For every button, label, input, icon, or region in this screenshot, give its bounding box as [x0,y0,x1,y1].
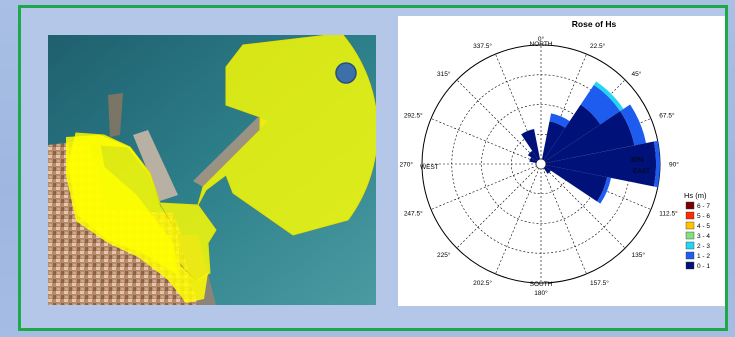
location-marker[interactable] [335,62,357,84]
legend-label: 6 - 7 [697,203,710,210]
angle-label: 180° [534,289,548,297]
rose-labels: 0° 22.5° 45° 67.5° 90° 112.5° 135° 157.5° 180° 20… [400,35,680,297]
angle-label: 247.5° [404,210,423,218]
rose-spoke [456,163,542,249]
legend-title: Hs (m) [684,191,707,200]
angle-label: 0° [538,35,545,43]
legend-label: 0 - 1 [697,263,710,270]
pier-west [108,93,123,137]
legend-swatch [685,241,695,250]
south-label: SOUTH [530,281,553,288]
port-map-image [48,35,376,305]
rose-bar-segment [620,104,647,146]
rose-center [535,158,547,170]
rose-title: Rose of Hs [572,19,617,29]
rose-bar-segment [597,177,612,204]
legend-swatch [685,231,695,240]
terminal-buildings [133,130,178,201]
rose-bar-segment [653,140,660,188]
east-label: EAST [633,168,650,175]
rose-bar-segment [541,121,566,164]
legend-swatch [685,211,695,220]
angle-label: 202.5° [473,279,492,287]
legend-label: 3 - 4 [697,233,710,240]
legend-swatch [685,201,695,210]
legend-label: 2 - 3 [697,243,710,250]
rose-bar-segment [541,104,601,164]
rose-spoke [430,163,542,210]
port-yellow-zone [66,135,208,303]
angle-label: 135° [632,251,646,259]
rose-bar-segment [521,128,541,164]
breakwater-north [193,117,268,187]
rose-bars [521,81,660,204]
angle-label: 67.5° [659,112,675,120]
rose-bar-segment [541,111,635,164]
wave-rose-panel: 0° 22.5° 45° 67.5° 90° 112.5° 135° 157.5° 180° 20… [398,16,725,306]
aerial-map [48,35,376,305]
legend-swatch [685,221,695,230]
north-label: NORTH [530,41,553,48]
rose-bar-segment [549,113,570,128]
legend: 6 - 7 5 - 6 4 - 5 3 - 4 2 - 3 1 - 2 0 - 1 [685,201,710,270]
percent-label: 30% [630,157,644,164]
rose-bar-segment [580,84,621,125]
angle-label: 225° [437,251,451,259]
legend-label: 4 - 5 [697,223,710,230]
legend-label: 5 - 6 [697,213,710,220]
angle-label: 45° [632,70,642,78]
legend-label: 1 - 2 [697,253,710,260]
rose-bar-segment [541,141,657,187]
angle-label: 157.5° [590,279,609,287]
rose-bar-segment [541,164,608,202]
angle-label: 22.5° [590,42,606,50]
angle-label: 90° [669,161,679,169]
rose-bar-segment [593,81,624,112]
legend-swatch [685,261,695,270]
angle-label: 270° [400,161,414,169]
west-label: WEST [420,164,439,171]
angle-label: 112.5° [659,210,678,218]
angle-label: 292.5° [404,112,423,120]
angle-label: 315° [437,70,451,78]
angle-label: 337.5° [473,42,492,50]
rose-chart: 0° 22.5° 45° 67.5° 90° 112.5° 135° 157.5° 180° 20… [400,19,711,297]
legend-swatch [685,251,695,260]
